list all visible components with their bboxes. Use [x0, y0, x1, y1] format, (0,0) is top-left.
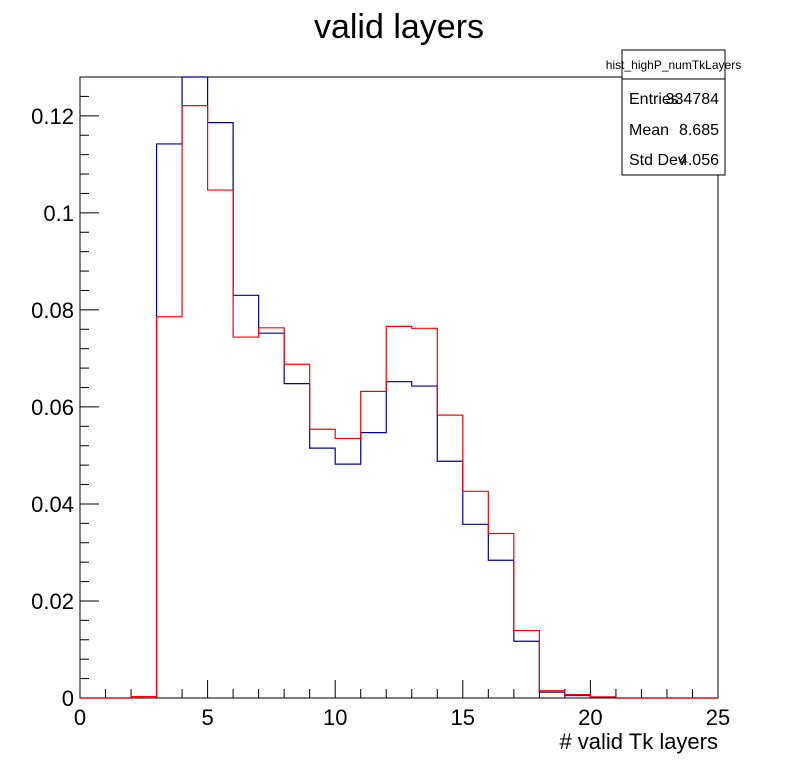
stats-box-title: hist_highP_numTkLayers — [606, 58, 741, 72]
stats-entries-value: 334784 — [666, 91, 719, 108]
x-tick-label: 10 — [323, 705, 347, 730]
stats-box: hist_highP_numTkLayers Entries 334784 Me… — [606, 49, 741, 176]
y-tick-label: 0.02 — [31, 589, 74, 614]
chart-title: valid layers — [314, 8, 484, 46]
x-tick-label: 0 — [74, 705, 86, 730]
stats-entries-label: Entries — [629, 91, 679, 108]
x-axis-label: # valid Tk layers — [559, 729, 718, 754]
y-tick-label: 0.04 — [31, 492, 74, 517]
x-tick-label: 20 — [578, 705, 602, 730]
x-tick-label: 5 — [201, 705, 213, 730]
y-tick-label: 0.1 — [43, 201, 74, 226]
stats-stddev-label: Std Dev — [629, 152, 686, 169]
series-red-histogram — [80, 105, 718, 699]
y-tick-label: 0.06 — [31, 395, 74, 420]
stats-mean-value: 8.685 — [679, 122, 719, 139]
x-tick-label: 15 — [451, 705, 475, 730]
y-tick-label: 0 — [62, 686, 74, 711]
stats-mean-label: Mean — [629, 122, 669, 139]
series-blue-histogram — [80, 76, 718, 699]
series-layer — [80, 76, 718, 699]
stats-box-frame — [621, 49, 726, 176]
stats-stddev-value: 4.056 — [679, 152, 719, 169]
y-tick-label: 0.08 — [31, 298, 74, 323]
x-tick-label: 25 — [706, 705, 730, 730]
y-tick-label: 0.12 — [31, 104, 74, 129]
tick-labels: 0 5 10 15 20 25 0 0.02 0.04 0.06 0.08 0.1 0.12 — [31, 104, 730, 730]
